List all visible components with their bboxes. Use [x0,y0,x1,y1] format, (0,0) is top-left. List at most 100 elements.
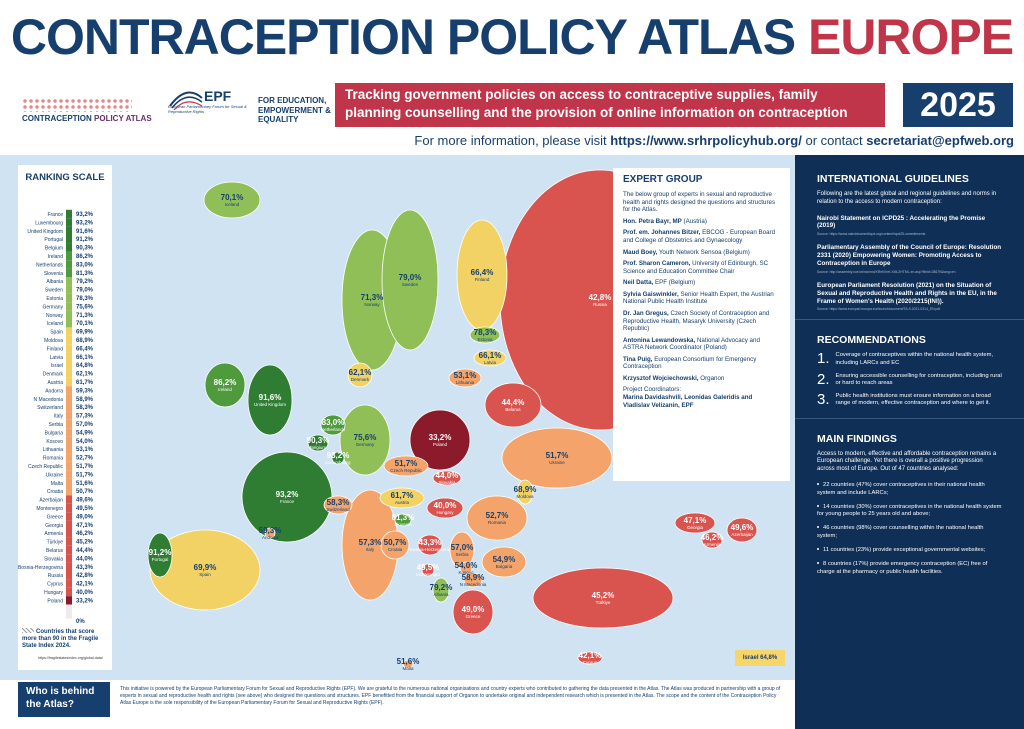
logo-dots [22,98,132,112]
guideline-source: Source: http://assembly.coe.int/nw/xml/X… [817,269,956,274]
fragile-note: Countries that score more than 90 in the… [22,628,110,650]
info-prefix: For more information, please visit [414,133,607,148]
scale-swatch [66,571,72,580]
ranking-country: Slovakia [44,556,63,562]
title-accent: EUROPE [807,9,1014,65]
scale-swatch [66,587,72,597]
ranking-value: 58,3% [76,405,94,411]
scale-swatch [66,218,72,227]
map-country: Slovakia [438,480,456,485]
ranking-country: Croatia [47,489,63,495]
bullet [817,561,819,564]
info-email[interactable]: secretariat@epfweb.org [866,133,1014,148]
member-role: (Austria) [683,217,707,225]
recommendations: RECOMMENDATIONS 1. Coverage of contracept… [795,334,1024,407]
recommendation-text: Public health institutions must ensure i… [835,392,991,407]
finding-text: 11 countries (23%) provide exceptional g… [823,546,986,553]
map-country: Ukraine [549,460,565,465]
map-country: Slovenia [394,522,412,527]
recommendation-number: 3. [817,390,830,408]
finding-text: 22 countries (47%) cover contraceptives … [817,482,985,496]
member-name: Antonina Lewandowska, [623,336,696,344]
scale-swatch [66,369,72,378]
scale-swatch [66,268,72,277]
member-role: University of Edinburgh, SC Science and … [623,260,769,275]
map-value: 42,1% [579,651,602,660]
scale-swatch [66,394,72,403]
ranking-country: Italy [54,414,64,420]
country-shape [264,527,276,539]
expert-member: Krzysztof Wojciechowski, Organon [623,375,780,383]
ranking-country: Czech Republic [28,464,64,470]
coordinators-names: Marina Davidashvili, Leonidas Galeridis … [623,394,753,409]
divider [795,319,1024,321]
atlas-logo: CONTRACEPTION POLICY ATLAS [22,98,152,123]
bullet [817,504,819,507]
map-value: 62,1% [349,368,372,377]
year: 2025 [903,83,1013,127]
scale-swatch [66,377,72,387]
ranking-value: 83,0% [76,262,94,268]
expert-member: Prof. Sharon Cameron, University of Edin… [623,260,780,275]
ranking-country: United Kingdom [27,229,63,235]
ranking-value: 86,2% [76,254,94,260]
map-value: 45,2% [592,591,615,600]
scale-swatch [66,302,72,311]
map-value: 93,2% [327,451,350,460]
map-value: 47,1% [684,516,707,525]
page-title: CONTRACEPTION POLICY ATLAS EUROPE [0,8,1024,66]
ranking-country: Moldova [44,338,63,344]
map-value: 66,4% [471,268,494,277]
country-shape [320,414,346,436]
map-value: 68,9% [514,485,537,494]
map-country: Estonia [477,337,493,342]
map-value: 51,7% [546,451,569,460]
map-country: Finland [475,277,490,282]
scale-swatch [66,419,72,429]
scale-swatch [66,562,72,571]
map-value: 57,3% [359,538,382,547]
map-value: 43,3% [419,538,442,547]
map-country: Montenegro [416,572,441,577]
map-value: 46,2% [701,533,724,542]
coordinators: Project Coordinators: Marina Davidashvili… [623,386,780,409]
scale-swatch [66,251,72,261]
ranking-value: 59,3% [76,388,94,394]
recommendation: 1. Coverage of contraceptives within the … [817,351,1002,367]
country-shape [701,531,723,549]
info-url[interactable]: https://www.srhrpolicyhub.org/ [610,133,802,148]
member-role: EPF (Belgium) [655,279,696,287]
country-shape [323,495,353,515]
map-country: France [280,499,295,504]
scale-swatch [66,487,72,496]
member-name: Maud Boey, [623,248,658,256]
map-value: 40,0% [434,501,457,510]
map-value: 81,3% [392,513,415,522]
map-country: Romania [488,520,507,525]
fragile-text: Countries that score more than 90 in the… [22,629,99,649]
recommendation-text: Ensuring accessible counselling for cont… [835,372,1002,387]
ranking-value: 50,7% [76,489,94,495]
fragile-url[interactable]: https://fragilestatesindex.org/global-da… [38,656,103,660]
ranking-value: 54,0% [76,439,94,445]
scale-swatch [66,554,72,563]
map-country: Moldova [516,494,534,499]
scale-swatch [66,512,72,521]
ranking-country: Georgia [45,523,63,529]
country-shape [347,362,373,388]
ranking-country: Austria [47,380,63,386]
expert-member: Hon. Petra Bayr, MP (Austria) [623,218,780,226]
ranking-value: 33,2% [76,598,94,604]
scale-swatch [66,453,72,462]
member-name: Prof. em. Johannes Bitzer, [623,229,701,237]
footer: Who is behind the Atlas? This initiative… [18,682,793,717]
ranking-value: 57,0% [76,422,94,428]
map-value: 33,2% [429,433,452,442]
expert-member: Neil Datta, EPF (Belgium) [623,279,780,287]
member-role: Senior Health Expert, the Austrian Natio… [623,290,774,306]
country-shape [726,517,758,543]
member-name: Dr. Jan Gregus, [623,309,669,317]
ranking-value: 66,1% [76,355,94,361]
map-country: Portugal [152,557,169,562]
country-shape [417,534,443,556]
